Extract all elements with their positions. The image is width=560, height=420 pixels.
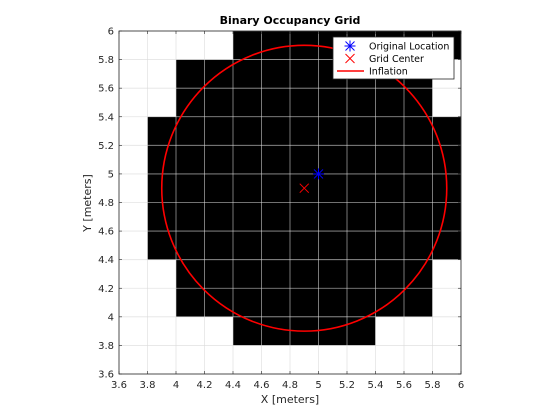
y-tick-label: 5	[108, 169, 114, 180]
x-tick-label: 5.4	[368, 380, 384, 391]
original-location-marker	[313, 168, 324, 180]
y-tick-label: 4	[108, 312, 114, 323]
x-tick-label: 4.8	[282, 380, 298, 391]
x-tick-label: 6	[458, 380, 464, 391]
legend-original-location-swatch	[344, 40, 356, 52]
y-tick-label: 5.2	[98, 141, 114, 152]
y-axis-label: Y [meters]	[81, 174, 94, 233]
y-tick-label: 6	[108, 27, 114, 38]
y-tick-label: 4.8	[98, 198, 114, 209]
legend-box	[332, 36, 455, 80]
y-tick-label: 4.2	[98, 284, 114, 295]
y-tick-label: 5.6	[98, 84, 114, 95]
x-tick-label: 5.8	[425, 380, 441, 391]
plot-area: 3.6 3.8 4 4.2 4.4 4.6 4.8 5 5.2 5.4 5.6 5.8 6 3.6 3.8 4…	[98, 27, 464, 392]
y-tick-label: 4.4	[98, 255, 114, 266]
x-axis-label: X [meters]	[261, 393, 319, 406]
x-tick-label: 4.2	[197, 380, 213, 391]
y-tick-label: 3.8	[98, 341, 114, 352]
inflation-circle	[160, 44, 448, 332]
x-tick-label: 4.4	[225, 380, 241, 391]
y-tick-label: 5.8	[98, 55, 114, 66]
y-tick-label: 5.4	[98, 112, 114, 123]
x-tick-label: 4	[173, 380, 179, 391]
legend-grid-center-swatch	[345, 53, 355, 64]
legend-entry-label: Grid Center	[369, 54, 424, 65]
y-tick-label: 3.6	[98, 370, 114, 381]
x-tick-label: 5	[315, 380, 321, 391]
x-tick-label: 5.2	[339, 380, 355, 391]
y-tick-label: 4.6	[98, 227, 114, 238]
chart-title: Binary Occupancy Grid	[220, 14, 361, 27]
x-tick-label: 3.8	[140, 380, 156, 391]
legend-entry-label: Original Location	[369, 42, 449, 53]
x-tick-label: 3.6	[111, 380, 127, 391]
x-tick-label: 5.6	[396, 380, 412, 391]
x-tick-label: 4.6	[254, 380, 270, 391]
grid-center-marker	[299, 183, 310, 194]
legend-entry-label: Inflation	[369, 67, 408, 78]
